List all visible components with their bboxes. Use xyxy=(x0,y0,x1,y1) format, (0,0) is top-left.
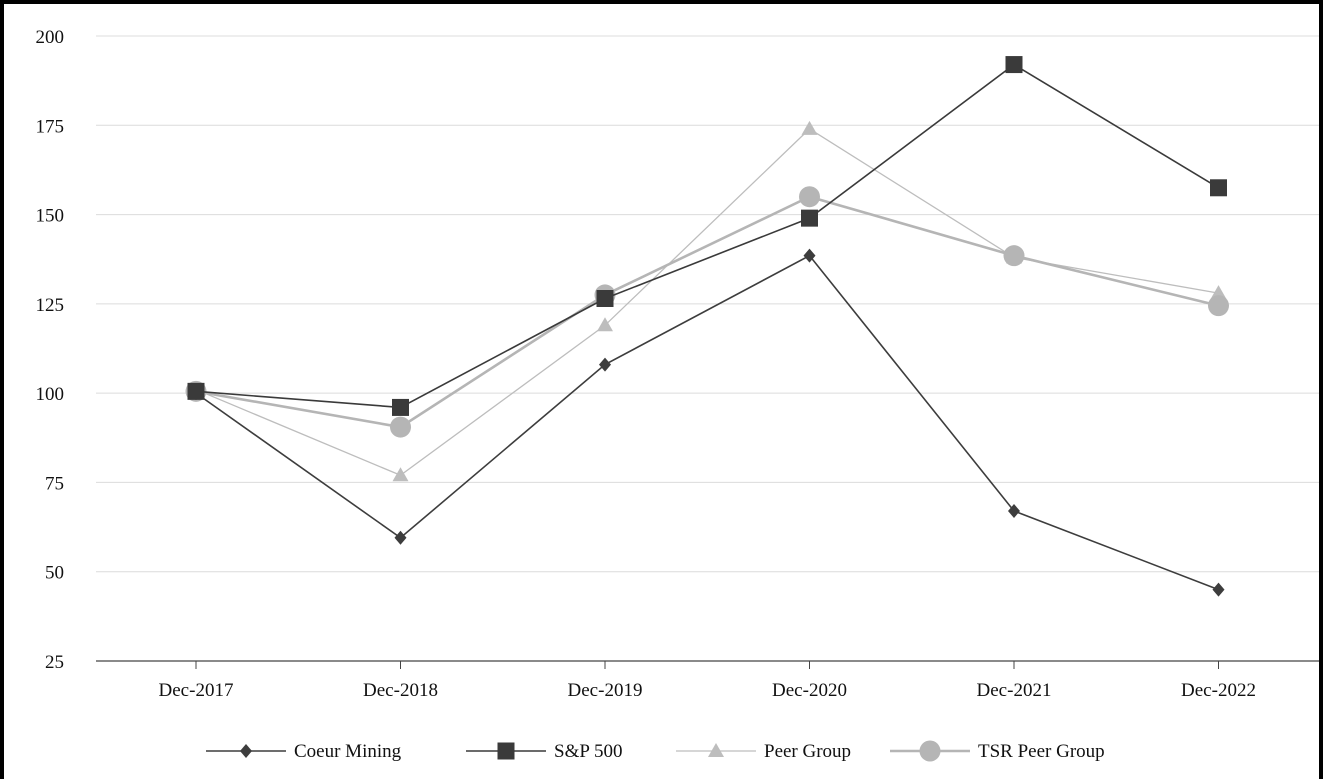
x-tick-label: Dec-2020 xyxy=(772,680,847,701)
y-tick-label: 100 xyxy=(36,384,65,405)
circle-point xyxy=(799,186,820,207)
circle-point xyxy=(1208,295,1229,316)
x-tick-label: Dec-2022 xyxy=(1181,680,1256,701)
legend-item: Coeur Mining xyxy=(206,741,402,762)
line-chart: 25 50 75 100 125 150 175 200 Dec-2017 Dec-2018 Dec… xyxy=(4,4,1323,783)
legend-item: S&P 500 xyxy=(466,741,622,762)
y-tick-label: 75 xyxy=(45,473,64,494)
y-tick-label: 175 xyxy=(36,116,65,137)
y-tick-label: 200 xyxy=(36,27,65,48)
square-point xyxy=(188,383,205,400)
legend: Coeur Mining S&P 500 Peer Group TSR Peer Gr… xyxy=(206,741,1105,763)
series-line xyxy=(196,65,1219,408)
legend-label: S&P 500 xyxy=(554,741,622,762)
y-tick-label: 50 xyxy=(45,563,64,584)
series-lines xyxy=(186,56,1230,597)
square-point xyxy=(1006,56,1023,73)
square-point xyxy=(597,290,614,307)
legend-label: Peer Group xyxy=(764,741,851,762)
legend-item: Peer Group xyxy=(676,741,851,762)
y-tick-label: 25 xyxy=(45,652,64,673)
series-line xyxy=(196,129,1219,475)
legend-item: TSR Peer Group xyxy=(890,741,1105,763)
x-tick-label: Dec-2021 xyxy=(977,680,1052,701)
series-tsr-peer-group xyxy=(186,186,1230,437)
diamond-point xyxy=(1213,583,1225,597)
x-tick-label: Dec-2019 xyxy=(568,680,643,701)
x-tick-label: Dec-2018 xyxy=(363,680,438,701)
square-point xyxy=(392,399,409,416)
circle-point xyxy=(390,417,411,438)
diamond-point xyxy=(395,531,407,545)
circle-point xyxy=(1004,245,1025,266)
legend-diamond-icon xyxy=(240,744,252,758)
x-tick-label: Dec-2017 xyxy=(159,680,234,701)
series-s-p-500 xyxy=(188,56,1228,416)
series-peer-group xyxy=(188,121,1227,481)
square-point xyxy=(1210,179,1227,196)
gridlines xyxy=(96,36,1319,572)
axes: 25 50 75 100 125 150 175 200 Dec-2017 Dec-2018 Dec… xyxy=(36,27,1320,701)
legend-label: Coeur Mining xyxy=(294,741,402,762)
legend-square-icon xyxy=(498,743,515,760)
series-line xyxy=(196,256,1219,590)
square-point xyxy=(801,210,818,227)
legend-triangle-icon xyxy=(708,743,724,757)
diamond-point xyxy=(599,358,611,372)
series-line xyxy=(196,197,1219,427)
y-tick-label: 150 xyxy=(36,206,65,227)
y-tick-label: 125 xyxy=(36,295,65,316)
series-coeur-mining xyxy=(190,249,1225,597)
triangle-point xyxy=(802,121,818,135)
legend-circle-icon xyxy=(920,741,941,762)
triangle-point xyxy=(393,467,409,481)
legend-label: TSR Peer Group xyxy=(978,741,1105,762)
